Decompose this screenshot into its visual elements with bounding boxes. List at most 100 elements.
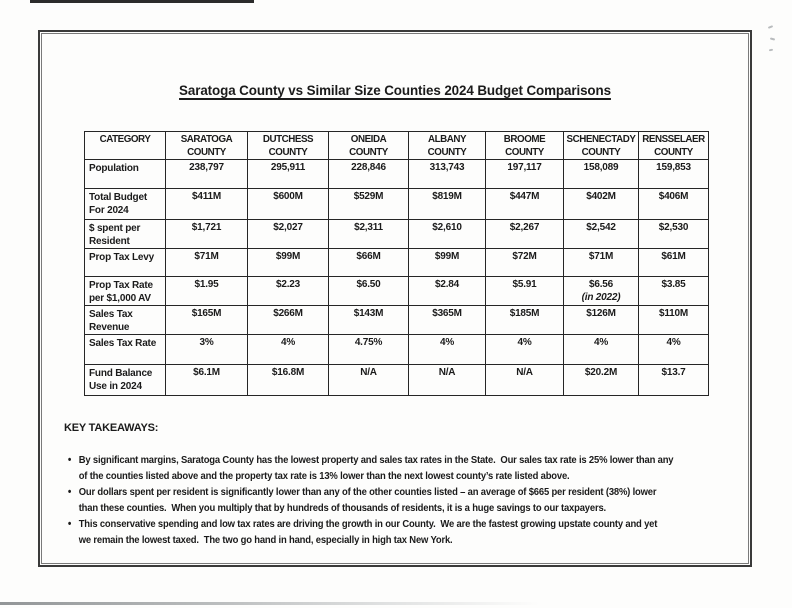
table-row: Total Budget For 2024 $411M $600M $529M $819… [84, 188, 709, 220]
scan-speck [768, 48, 774, 52]
takeaway-line: than these counties. When you multiply t… [78, 502, 606, 514]
value-cell: $2,267 [485, 219, 564, 249]
column-header: DUTCHESS COUNTY [247, 131, 329, 160]
column-header: SCHENECTADY COUNTY [563, 131, 639, 160]
value-cell: $529M [328, 188, 409, 220]
value-cell: $61M [638, 248, 709, 277]
value-cell: 4% [638, 334, 709, 365]
value-cell: 238,797 [165, 159, 248, 189]
takeaway-bullet: This conservative spending and low tax r… [67, 516, 751, 548]
value-cell: $6.1M [165, 364, 248, 396]
value-cell: 159,853 [638, 159, 709, 189]
takeaway-line: This conservative spending and low tax r… [78, 518, 658, 530]
value-cell: 4% [247, 334, 329, 365]
column-header: SARATOGA COUNTY [165, 131, 248, 160]
value-cell: $185M [485, 305, 564, 335]
value-cell: 228,846 [328, 159, 409, 189]
value-cell: $66M [328, 248, 409, 277]
table-row: Sales Tax Rate 3% 4% 4.75% 4% 4% 4% 4% [84, 334, 709, 365]
value-cell: $402M [563, 188, 639, 220]
value-cell: $99M [408, 248, 486, 277]
value-cell: $110M [638, 305, 709, 335]
value-cell: $447M [485, 188, 564, 220]
budget-comparison-table: CATEGORY SARATOGA COUNTY DUTCHESS COUNTY ONEI… [84, 131, 709, 396]
takeaway-bullet: By significant margins, Saratoga County … [67, 452, 751, 484]
value-cell: $2.23 [247, 276, 329, 306]
takeaway-bullet: Our dollars spent per resident is signif… [67, 484, 751, 516]
value-cell: $16.8M [247, 364, 329, 396]
value-cell: $2.84 [408, 276, 486, 306]
column-header: ALBANY COUNTY [408, 131, 486, 160]
value-cell: $71M [563, 248, 639, 277]
value-cell: $6.56 (in 2022) [563, 276, 639, 306]
column-header: ONEIDA COUNTY [328, 131, 409, 160]
column-header: RENSSELAER COUNTY [638, 131, 709, 160]
table-row: Population 238,797 295,911 228,846 313,743 19… [84, 159, 709, 189]
value-cell: $2,027 [247, 219, 329, 249]
page-border-frame: Saratoga County vs Similar Size Counties… [38, 30, 752, 567]
table-row: Sales Tax Revenue $165M $266M $143M $365M $18… [84, 305, 709, 335]
value-cell: $5.91 [485, 276, 564, 306]
value-cell: $126M [563, 305, 639, 335]
table-row: Prop Tax Levy $71M $99M $66M $99M $72M $71M $61… [84, 248, 709, 277]
value-cell: 158,089 [563, 159, 639, 189]
column-header: BROOME COUNTY [485, 131, 564, 160]
value-cell: $2,311 [328, 219, 409, 249]
value-cell: $406M [638, 188, 709, 220]
page-title: Saratoga County vs Similar Size Counties… [179, 83, 611, 98]
value-cell: $819M [408, 188, 486, 220]
value-cell: 197,117 [485, 159, 564, 189]
takeaway-line: of the counties listed above and the pro… [78, 470, 570, 482]
value-cell: $71M [165, 248, 248, 277]
value-cell: 4% [485, 334, 564, 365]
key-takeaways-heading: KEY TAKEAWAYS: [64, 422, 159, 434]
value-cell: $411M [165, 188, 248, 220]
value-cell: N/A [408, 364, 486, 396]
value-cell: $3.85 [638, 276, 709, 306]
value-cell: $72M [485, 248, 564, 277]
row-category-cell: Population [84, 159, 166, 189]
row-category-cell: Total Budget For 2024 [84, 188, 166, 220]
value-cell: $20.2M [563, 364, 639, 396]
scan-speck [769, 37, 776, 41]
page-content: Saratoga County vs Similar Size Counties… [40, 32, 750, 565]
row-category-cell: $ spent per Resident [84, 219, 166, 249]
value-cell: 295,911 [247, 159, 329, 189]
value-cell: 4% [408, 334, 486, 365]
takeaway-line: By significant margins, Saratoga County … [78, 454, 674, 466]
scan-speck [767, 25, 774, 29]
table-row: Fund Balance Use in 2024 $6.1M $16.8M N/A N/… [84, 364, 709, 396]
key-takeaways-list: By significant margins, Saratoga County … [67, 452, 751, 548]
row-category-cell: Sales Tax Revenue [84, 305, 166, 335]
value-cell: $2,530 [638, 219, 709, 249]
table-row: $ spent per Resident $1,721 $2,027 $2,311 $2… [84, 219, 709, 249]
value-cell: $266M [247, 305, 329, 335]
value-cell: N/A [485, 364, 564, 396]
takeaway-line: we remain the lowest taxed. The two go h… [78, 534, 453, 546]
value-cell: 313,743 [408, 159, 486, 189]
value-cell: $13.7 [638, 364, 709, 396]
row-category-cell: Fund Balance Use in 2024 [84, 364, 166, 396]
takeaway-line: Our dollars spent per resident is signif… [78, 486, 657, 498]
value-cell: $2,610 [408, 219, 486, 249]
value-cell: $99M [247, 248, 329, 277]
value-cell: $165M [165, 305, 248, 335]
table-row: Prop Tax Rate per $1,000 AV $1.95 $2.23 $6.… [84, 276, 709, 306]
row-category-cell: Sales Tax Rate [84, 334, 166, 365]
row-category-cell: Prop Tax Levy [84, 248, 166, 277]
row-category-cell: Prop Tax Rate per $1,000 AV [84, 276, 166, 306]
value-cell: $1,721 [165, 219, 248, 249]
table-header-row: CATEGORY SARATOGA COUNTY DUTCHESS COUNTY ONEI… [84, 131, 709, 160]
scan-artifact-bottom-line [0, 602, 540, 605]
value-cell: $1.95 [165, 276, 248, 306]
column-header: CATEGORY [84, 131, 166, 160]
value-cell: 4% [563, 334, 639, 365]
scan-artifact-top-line [30, 0, 254, 3]
value-cell: $143M [328, 305, 409, 335]
value-cell: 4.75% [328, 334, 409, 365]
value-cell: $600M [247, 188, 329, 220]
value-cell: N/A [328, 364, 409, 396]
value-cell: $365M [408, 305, 486, 335]
value-cell: $2,542 [563, 219, 639, 249]
